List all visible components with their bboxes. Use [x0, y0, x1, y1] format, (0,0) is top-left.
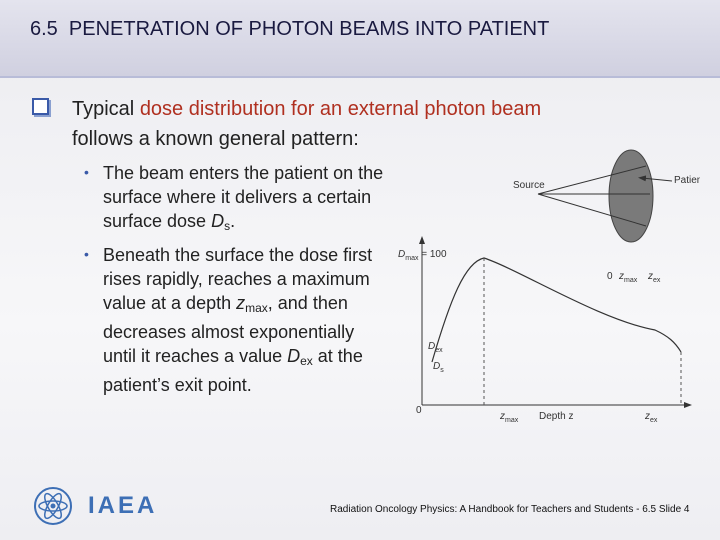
diagram-label: Ds — [433, 361, 444, 374]
text-run: The beam enters the patient on the surfa… — [103, 163, 384, 231]
text-run: ex — [300, 354, 313, 368]
beam-edge — [537, 165, 647, 195]
diagram-label: zmax — [499, 411, 519, 424]
bullet-icon — [32, 98, 49, 115]
dose-curve — [431, 257, 682, 363]
label-text: Source — [513, 180, 545, 191]
diagram-label: Dex — [428, 341, 443, 354]
logo-icon — [34, 487, 72, 525]
label-sub: s — [440, 367, 444, 374]
arrow — [638, 175, 673, 182]
sub-bullet: The beam enters the patient on the surfa… — [103, 161, 388, 238]
diagram-label: zex — [647, 271, 661, 284]
label-sub: max — [405, 255, 419, 262]
diagram-label: zex — [644, 411, 658, 424]
patient-ellipse — [608, 149, 654, 243]
main-bullet: Typical dose distribution for an externa… — [72, 94, 652, 154]
label-sub: max — [624, 277, 638, 284]
label-text: z — [618, 271, 624, 282]
text: Typical — [72, 98, 140, 120]
diagram-label: Depth z — [539, 411, 573, 422]
beam-edge — [537, 193, 647, 227]
label-sub: max — [505, 417, 519, 424]
text-run: z — [236, 293, 246, 313]
label-text: Patient — [674, 175, 700, 186]
text-run: s — [224, 219, 231, 233]
label-text: 0 — [416, 405, 422, 416]
label-text: D — [398, 249, 405, 260]
text-run: Beneath the surface the dose first rises… — [103, 245, 373, 313]
label-text: D — [433, 361, 440, 372]
label-after: = 100 — [418, 249, 447, 260]
bullet-dot: • — [84, 164, 89, 180]
label-text: z — [499, 411, 505, 422]
diagram-label: Dmax = 100 — [398, 249, 447, 262]
label-sub: ex — [650, 417, 658, 424]
label-sub: ex — [653, 277, 661, 284]
label-text: 0 — [607, 271, 613, 282]
text-run: at the patient’s exit point. — [103, 346, 363, 395]
dose-diagram: SourcePatient0zmaxzexDmax = 100DexDs0zma… — [398, 149, 700, 424]
text-run: , and then decreases almost exponentiall… — [103, 293, 355, 366]
diagram-label: 0 — [416, 405, 422, 416]
label-text: D — [428, 341, 435, 352]
diagram-label: Patient — [674, 175, 700, 186]
diagram-label: Source — [513, 180, 545, 191]
header: 6.5 PENETRATION OF PHOTON BEAMS INTO PAT… — [0, 0, 720, 78]
highlight: dose distribution for an external photon… — [139, 98, 542, 120]
bullet-dot: • — [84, 246, 89, 262]
text-run: D — [211, 211, 225, 231]
logo-text: IAEA — [88, 492, 158, 519]
footer: Radiation Oncology Physics: A Handbook f… — [330, 504, 690, 515]
diagram-label: 0 — [607, 271, 613, 282]
text-run: . — [230, 211, 236, 231]
label-text: Depth z — [539, 411, 573, 422]
text: follows a known general pattern: — [72, 128, 359, 150]
text-run: D — [287, 346, 301, 366]
label-sub: ex — [435, 347, 443, 354]
text-run: max — [245, 301, 268, 315]
label-text: z — [647, 271, 653, 282]
sub-bullet: Beneath the surface the dose first rises… — [103, 243, 388, 397]
diagram-label: zmax — [618, 271, 638, 284]
title: 6.5 PENETRATION OF PHOTON BEAMS INTO PAT… — [30, 18, 550, 40]
label-text: z — [644, 411, 650, 422]
